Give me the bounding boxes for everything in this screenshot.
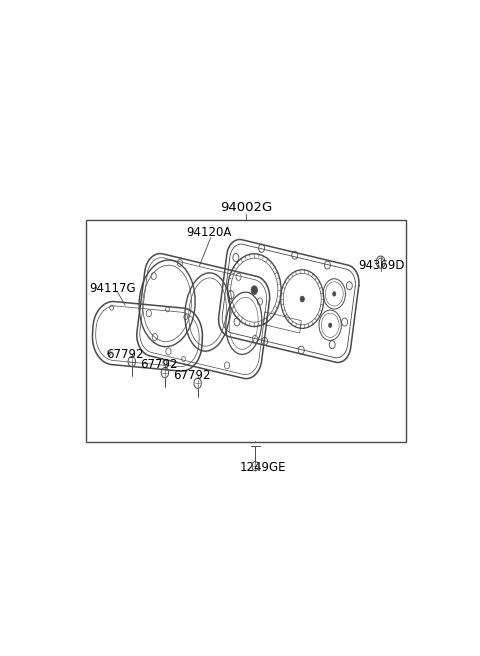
- Text: 67792: 67792: [107, 348, 144, 361]
- Text: 94120A: 94120A: [186, 226, 231, 239]
- Text: 1249GE: 1249GE: [240, 461, 286, 474]
- Text: 67792: 67792: [140, 358, 177, 371]
- Bar: [263, 312, 301, 333]
- Circle shape: [300, 296, 304, 302]
- Circle shape: [251, 286, 257, 295]
- Text: 94002G: 94002G: [220, 201, 272, 214]
- Text: 67792: 67792: [173, 369, 211, 382]
- Circle shape: [333, 292, 336, 297]
- Text: 94369D: 94369D: [359, 259, 405, 272]
- Text: 94117G: 94117G: [89, 282, 135, 295]
- Bar: [86, 220, 406, 442]
- Circle shape: [328, 323, 332, 327]
